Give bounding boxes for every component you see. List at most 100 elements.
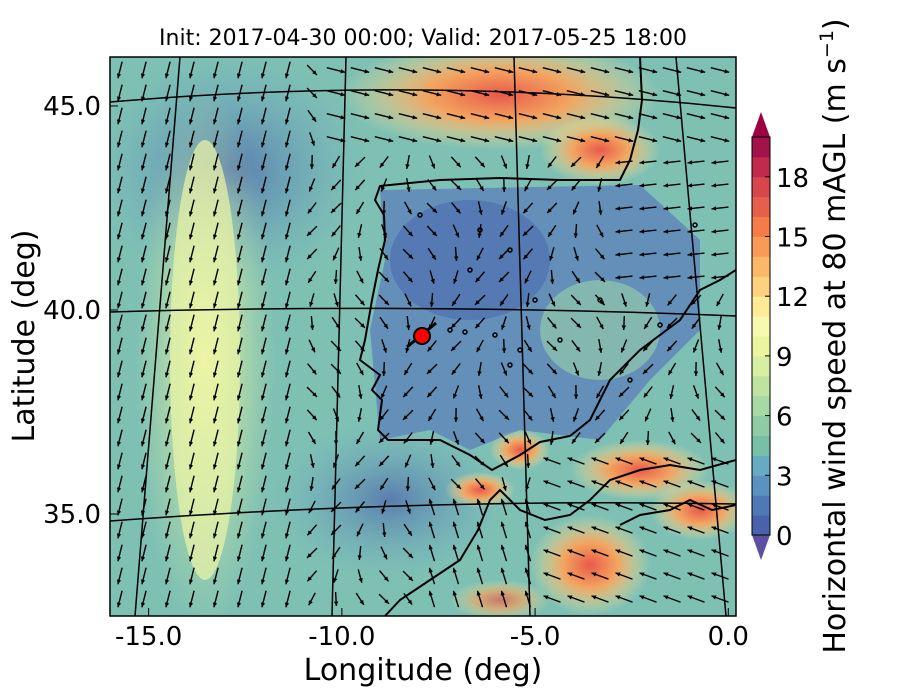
x-tick-label: 0.0 (708, 622, 749, 652)
wind-arrow (711, 206, 729, 211)
wind-arrow (236, 406, 243, 424)
wind-arrow (164, 452, 171, 470)
wind-arrow (596, 316, 604, 330)
wind-arrow (212, 475, 219, 493)
wind-arrow (663, 229, 681, 234)
wind-arrow (212, 245, 219, 263)
wind-arrow (666, 340, 678, 352)
wind-arrow (598, 338, 603, 354)
wind-arrow (378, 294, 390, 306)
wind-arrow (405, 476, 411, 492)
wind-arrow (566, 136, 586, 143)
wind-arrow (378, 432, 390, 444)
wind-arrow (422, 113, 442, 120)
wind-arrow (446, 90, 466, 97)
wind-arrow (524, 270, 532, 284)
site-marker (406, 321, 437, 349)
wind-arrow (499, 224, 509, 238)
wind-arrow (498, 409, 510, 421)
wind-arrow (594, 248, 606, 260)
colorbar-level (752, 196, 770, 218)
wind-arrow (260, 222, 267, 240)
wind-arrow (662, 113, 682, 120)
wind-arrow (374, 90, 394, 97)
wind-arrow (310, 316, 315, 330)
wind-arrow (284, 544, 291, 562)
wind-arrow (452, 431, 460, 445)
wind-arrow (284, 452, 291, 470)
wind-arrow (354, 478, 366, 490)
wind-arrow (378, 593, 390, 605)
wind-arrow (523, 178, 533, 192)
wind-arrow (355, 201, 365, 215)
wind-arrow (188, 84, 195, 102)
wind-arrow (642, 363, 654, 375)
wind-arrow (428, 590, 436, 608)
wind-arrow (358, 384, 363, 400)
wind-arrow (355, 431, 365, 445)
wind-arrow (550, 270, 555, 284)
wind-arrow (116, 429, 123, 447)
wind-arrow (306, 386, 318, 398)
wind-arrow (331, 546, 341, 560)
wind-arrow (428, 498, 436, 516)
wind-arrow (406, 316, 411, 330)
wind-arrow (236, 590, 243, 608)
wind-arrow (378, 570, 390, 582)
wind-arrow (596, 224, 604, 238)
wind-arrow (690, 432, 702, 444)
wind-arrow (711, 160, 729, 165)
wind-arrow (524, 431, 532, 445)
wind-arrow (405, 500, 411, 514)
wind-arrow (523, 409, 533, 421)
wind-arrow (663, 252, 681, 257)
wind-arrow (212, 84, 219, 102)
wind-arrow (164, 199, 171, 217)
wind-arrow (477, 385, 483, 399)
wind-arrow (476, 521, 484, 539)
wind-arrow (188, 314, 195, 332)
wind-arrow (330, 202, 342, 214)
wind-arrow (164, 107, 171, 125)
wind-arrow (284, 61, 291, 79)
wind-arrow (614, 113, 634, 120)
wind-arrow (140, 475, 147, 493)
x-axis-label: Longitude (deg) (304, 653, 543, 688)
wind-arrow (452, 544, 460, 562)
wind-arrow (236, 222, 243, 240)
wind-arrow (547, 317, 557, 329)
wind-arrow (546, 202, 558, 214)
wind-arrow (474, 156, 486, 168)
wind-arrow (686, 136, 706, 143)
wind-arrow (140, 268, 147, 286)
wind-arrow (500, 544, 508, 562)
wind-arrow (594, 294, 606, 306)
wind-arrow (116, 245, 123, 263)
wind-arrow (566, 113, 586, 120)
colorbar-level (752, 395, 770, 417)
wind-arrow (452, 590, 460, 608)
colorbar-level (752, 336, 770, 357)
wind-arrow (333, 269, 338, 285)
wind-arrow (476, 590, 484, 608)
wind-arrow (638, 90, 658, 97)
wind-arrow (236, 544, 243, 562)
wind-arrow (430, 453, 435, 469)
wind-arrow (668, 431, 676, 445)
wind-arrow (308, 339, 316, 353)
wind-arrow (525, 316, 531, 330)
wind-arrow (330, 501, 342, 513)
wind-arrow (716, 293, 724, 307)
wind-arrow (523, 339, 533, 353)
wind-arrow (212, 452, 219, 470)
wind-arrow (501, 177, 507, 193)
wind-arrow (398, 67, 418, 74)
wind-arrow (711, 595, 729, 603)
wind-arrow (164, 475, 171, 493)
wind-arrow (381, 339, 387, 353)
wind-arrow (188, 429, 195, 447)
wind-arrow (666, 317, 678, 329)
wind-arrow (212, 590, 219, 608)
wind-arrow (309, 154, 315, 170)
wind-arrow (116, 107, 123, 125)
